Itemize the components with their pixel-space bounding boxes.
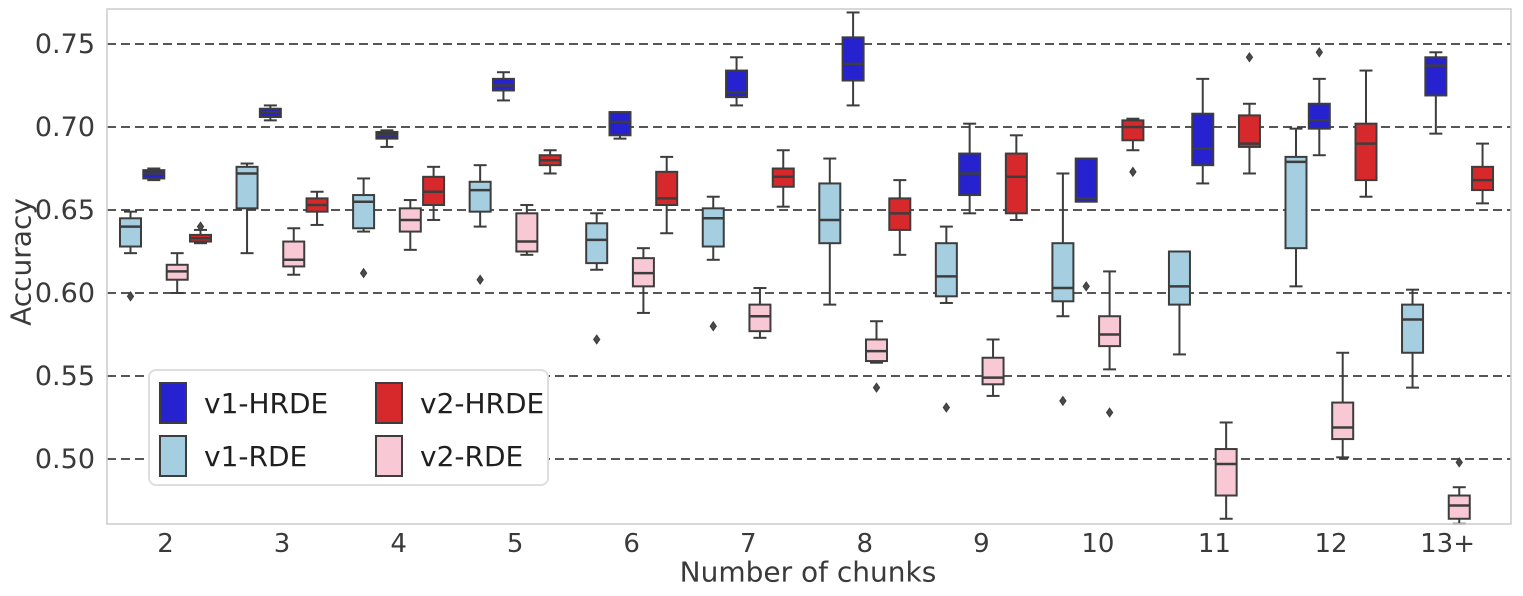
box-v2-RDE-chunks-10 — [1098, 315, 1122, 348]
x-axis-title: Number of chunks — [679, 555, 937, 589]
flier-v1-RDE-chunks-10 — [1059, 395, 1067, 407]
box-v1-HRDE-chunks-8 — [841, 36, 865, 82]
box-v2-HRDE-chunks-11 — [1237, 114, 1261, 148]
box-v2-RDE-chunks-3 — [282, 240, 306, 268]
legend-label-v2-hrde: v2-HRDE — [420, 386, 545, 420]
flier-v2-HRDE-chunks-2 — [196, 221, 205, 232]
box-v2-HRDE-chunks-6 — [655, 170, 679, 207]
legend-item-v1-hrde: v1-HRDE — [159, 382, 328, 424]
box-v1-RDE-chunks-11 — [1167, 250, 1191, 306]
flier-v2-HRDE-chunks-10 — [1129, 166, 1137, 178]
box-v1-HRDE-chunks-7 — [725, 69, 749, 99]
x-tick-label-8: 8 — [857, 529, 874, 559]
box-v1-HRDE-chunks-6 — [608, 111, 632, 137]
flier-v2-RDE-chunks-10 — [1105, 407, 1114, 418]
y-tick-label-0.70: 0.70 — [35, 112, 95, 143]
flier-v2-RDE-chunks-8 — [872, 382, 881, 393]
x-tick-label-2: 2 — [157, 529, 174, 559]
flier-v1-HRDE-chunks-10 — [1082, 281, 1090, 292]
legend-swatch-v2-rde — [375, 435, 403, 477]
box-v2-RDE-chunks-13+ — [1447, 494, 1471, 520]
flier-v1-RDE-chunks-2 — [126, 291, 135, 302]
box-v1-RDE-chunks-5 — [468, 180, 492, 213]
box-v1-RDE-chunks-9 — [934, 242, 958, 298]
box-v1-RDE-chunks-10 — [1051, 242, 1075, 303]
legend-swatch-v2-hrde — [375, 382, 403, 424]
box-v1-HRDE-chunks-12 — [1307, 102, 1331, 130]
box-v1-RDE-chunks-2 — [119, 217, 142, 248]
legend-swatch-v1-hrde — [159, 382, 187, 424]
x-tick-label-13+: 13+ — [1420, 529, 1475, 559]
flier-v1-RDE-chunks-6 — [592, 334, 601, 345]
box-v2-RDE-chunks-12 — [1331, 401, 1355, 441]
box-v2-HRDE-chunks-10 — [1121, 119, 1145, 142]
x-tick-label-12: 12 — [1314, 529, 1347, 559]
box-v2-HRDE-chunks-9 — [1004, 152, 1028, 215]
x-tick-label-5: 5 — [507, 529, 524, 559]
box-v1-RDE-chunks-6 — [585, 222, 609, 265]
flier-v1-HRDE-chunks-12 — [1315, 47, 1324, 58]
legend-item-v1-rde: v1-RDE — [159, 435, 307, 477]
box-v1-HRDE-chunks-10 — [1074, 157, 1098, 203]
y-tick-label-0.60: 0.60 — [35, 278, 95, 309]
y-tick-label-0.55: 0.55 — [35, 361, 95, 392]
flier-v1-RDE-chunks-9 — [942, 402, 951, 413]
plot-frame — [106, 8, 1512, 525]
y-tick-label-0.50: 0.50 — [35, 444, 95, 475]
legend-label-v1-hrde: v1-HRDE — [204, 386, 329, 420]
y-axis-title: Accuracy — [4, 198, 38, 326]
legend-label-v2-rde: v2-RDE — [420, 439, 524, 473]
x-tick-label-11: 11 — [1198, 529, 1231, 559]
box-v1-RDE-chunks-12 — [1284, 155, 1308, 250]
legend-item-v2-rde: v2-RDE — [375, 435, 523, 477]
box-v2-RDE-chunks-9 — [981, 356, 1005, 386]
legend-item-v2-hrde: v2-HRDE — [375, 382, 544, 424]
box-v1-HRDE-chunks-13+ — [1424, 56, 1448, 97]
x-tick-label-9: 9 — [973, 529, 990, 559]
x-tick-label-6: 6 — [623, 529, 640, 559]
flier-v1-RDE-chunks-7 — [709, 320, 717, 332]
flier-v1-RDE-chunks-5 — [476, 274, 484, 285]
x-tick-label-4: 4 — [390, 529, 407, 559]
x-tick-label-10: 10 — [1081, 529, 1114, 559]
legend-label-v1-rde: v1-RDE — [204, 439, 308, 473]
y-tick-label-0.75: 0.75 — [35, 29, 95, 60]
box-v2-RDE-chunks-11 — [1214, 448, 1238, 497]
box-v1-RDE-chunks-13+ — [1401, 303, 1425, 354]
box-v2-RDE-chunks-5 — [515, 212, 539, 253]
legend-swatch-v1-rde — [159, 435, 187, 477]
y-tick-label-0.65: 0.65 — [35, 195, 95, 226]
box-v1-RDE-chunks-8 — [818, 182, 842, 245]
legend: v1-HRDE v1-RDE v2-HRDE v2-RDE — [148, 369, 549, 486]
box-v1-RDE-chunks-7 — [701, 207, 725, 248]
flier-v2-RDE-chunks-13+ — [1455, 457, 1463, 468]
box-v1-HRDE-chunks-11 — [1191, 112, 1215, 167]
x-tick-label-7: 7 — [740, 529, 757, 559]
box-v2-HRDE-chunks-13+ — [1471, 165, 1495, 192]
flier-v1-RDE-chunks-4 — [359, 267, 368, 279]
box-v2-RDE-chunks-7 — [748, 303, 772, 333]
box-v1-RDE-chunks-3 — [235, 165, 259, 210]
box-v1-RDE-chunks-4 — [352, 194, 376, 230]
x-tick-label-3: 3 — [274, 529, 291, 559]
flier-v2-HRDE-chunks-11 — [1245, 52, 1254, 63]
box-v2-HRDE-chunks-12 — [1354, 122, 1378, 182]
